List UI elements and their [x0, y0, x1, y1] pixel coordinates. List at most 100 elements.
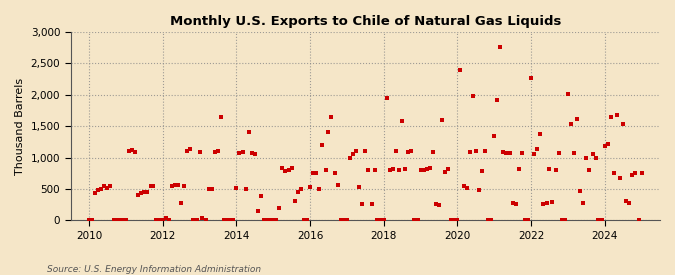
Point	[431, 202, 441, 206]
Point	[145, 184, 156, 188]
Point	[207, 187, 217, 191]
Point	[566, 122, 576, 126]
Point	[314, 187, 325, 191]
Point	[271, 218, 281, 222]
Point	[127, 148, 138, 152]
Point	[572, 116, 583, 121]
Point	[489, 133, 500, 138]
Point	[139, 190, 150, 194]
Point	[387, 167, 398, 171]
Point	[323, 130, 334, 135]
Point	[167, 184, 178, 189]
Point	[633, 218, 644, 222]
Point	[529, 152, 539, 156]
Point	[541, 201, 552, 206]
Point	[124, 149, 134, 153]
Title: Monthly U.S. Exports to Chile of Natural Gas Liquids: Monthly U.S. Exports to Chile of Natural…	[169, 15, 561, 28]
Point	[609, 171, 620, 175]
Point	[452, 218, 463, 222]
Point	[446, 218, 456, 222]
Point	[280, 169, 291, 174]
Point	[554, 151, 564, 155]
Point	[418, 168, 429, 172]
Point	[560, 218, 570, 222]
Point	[344, 155, 355, 160]
Point	[372, 218, 383, 222]
Point	[470, 149, 481, 153]
Point	[363, 168, 374, 172]
Point	[249, 152, 260, 156]
Point	[308, 170, 319, 175]
Point	[390, 149, 401, 153]
Point	[593, 218, 604, 222]
Point	[277, 165, 288, 170]
Point	[132, 192, 143, 197]
Point	[587, 152, 598, 156]
Point	[259, 218, 269, 222]
Point	[602, 142, 613, 146]
Point	[581, 155, 592, 160]
Point	[547, 200, 558, 204]
Point	[176, 201, 186, 206]
Point	[240, 187, 251, 191]
Point	[213, 149, 223, 153]
Point	[191, 218, 202, 222]
Point	[427, 150, 438, 154]
Point	[228, 218, 239, 222]
Point	[519, 218, 530, 222]
Point	[130, 150, 140, 154]
Point	[458, 184, 469, 189]
Point	[292, 190, 303, 194]
Point	[360, 149, 371, 153]
Point	[504, 150, 515, 155]
Point	[468, 94, 479, 98]
Point	[461, 186, 472, 191]
Point	[522, 218, 533, 222]
Point	[265, 218, 275, 222]
Point	[412, 218, 423, 222]
Point	[320, 168, 331, 172]
Point	[366, 202, 377, 206]
Point	[510, 202, 521, 206]
Point	[317, 143, 327, 147]
Point	[246, 150, 257, 155]
Point	[477, 169, 487, 173]
Point	[449, 218, 460, 222]
Point	[415, 168, 426, 172]
Point	[108, 218, 119, 222]
Point	[243, 130, 254, 135]
Point	[556, 218, 567, 222]
Point	[437, 118, 448, 123]
Point	[501, 150, 512, 155]
Point	[550, 168, 561, 172]
Point	[526, 76, 537, 81]
Point	[464, 150, 475, 154]
Point	[627, 173, 638, 177]
Point	[514, 167, 524, 172]
Point	[155, 218, 165, 222]
Point	[296, 187, 306, 191]
Point	[231, 185, 242, 190]
Point	[326, 114, 337, 119]
Point	[394, 168, 404, 172]
Point	[621, 199, 632, 204]
Point	[169, 183, 180, 187]
Point	[96, 187, 107, 191]
Point	[455, 67, 466, 72]
Point	[117, 218, 128, 222]
Point	[381, 96, 392, 100]
Point	[274, 206, 285, 210]
Point	[339, 218, 350, 222]
Point	[486, 218, 497, 222]
Point	[406, 148, 416, 153]
Point	[111, 218, 122, 222]
Point	[369, 168, 380, 172]
Point	[483, 218, 493, 222]
Point	[120, 218, 131, 222]
Point	[298, 218, 309, 222]
Point	[102, 186, 113, 191]
Point	[348, 152, 358, 156]
Point	[237, 150, 248, 154]
Point	[160, 216, 171, 221]
Point	[498, 150, 509, 154]
